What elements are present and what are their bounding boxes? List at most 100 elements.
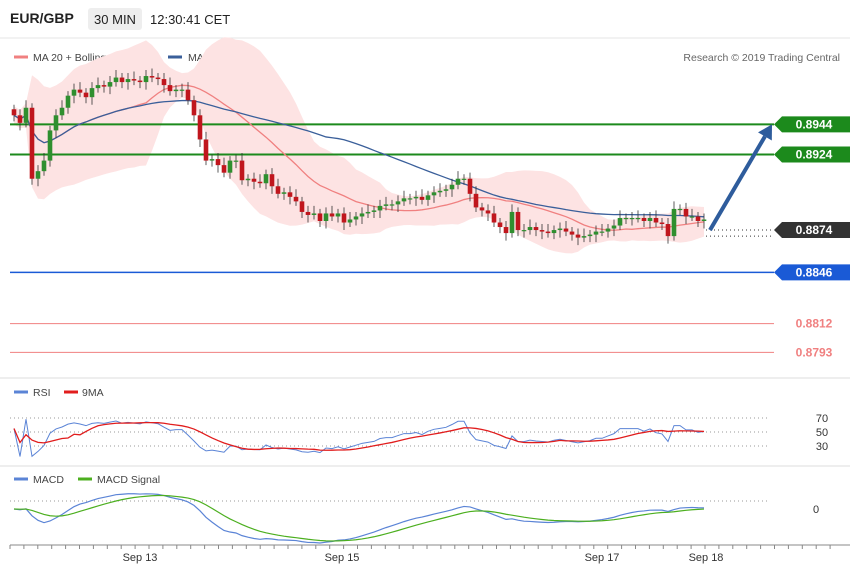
candle	[539, 224, 545, 240]
candle	[353, 211, 359, 226]
x-axis: Sep 13 Sep 15 Sep 17 Sep 18	[9, 545, 831, 564]
candle	[461, 174, 467, 185]
rsi-ma-legend-label: 9MA	[82, 387, 104, 399]
candle	[125, 73, 131, 90]
candle	[605, 224, 611, 238]
candle	[305, 205, 311, 223]
candle	[89, 82, 95, 105]
rsi-panel: 30 50 70	[10, 413, 828, 458]
rsi-ma-line	[13, 421, 705, 451]
candle	[665, 217, 671, 244]
moving-averages	[13, 84, 705, 231]
candle	[161, 73, 167, 93]
rsi-tick-label: 50	[816, 427, 828, 439]
candle	[389, 199, 395, 211]
candle	[641, 213, 647, 228]
candle	[311, 205, 317, 220]
candle	[659, 217, 665, 231]
candle	[371, 205, 377, 218]
candle	[185, 82, 191, 105]
credit-text: Research © 2019 Trading Central	[683, 52, 840, 64]
candle	[545, 224, 551, 238]
candle	[563, 221, 569, 237]
x-tick-label: Sep 17	[585, 552, 620, 564]
candle	[365, 204, 371, 218]
level-label-0.8812: 0.8812	[796, 317, 833, 331]
candle	[71, 83, 77, 104]
candle	[377, 199, 383, 218]
candle	[203, 131, 209, 166]
candle	[239, 153, 245, 185]
candle	[611, 219, 617, 237]
candle	[17, 109, 23, 131]
rsi-legend: RSI 9MA	[14, 387, 104, 399]
candle	[419, 189, 425, 205]
candle	[53, 109, 59, 138]
candle	[101, 80, 107, 93]
candle	[155, 73, 161, 86]
timeframe-label: 30 MIN	[94, 12, 136, 27]
candle	[323, 207, 329, 229]
candle	[479, 202, 485, 217]
candle	[251, 172, 257, 190]
candle	[533, 222, 539, 237]
candle	[587, 230, 593, 243]
rsi-tick-label: 70	[816, 413, 828, 425]
candle	[191, 95, 197, 122]
candle	[485, 204, 491, 221]
candle	[677, 204, 683, 215]
candle	[617, 210, 623, 231]
candle	[287, 186, 293, 205]
candle	[359, 207, 365, 225]
level-label-0.8944: 0.8944	[796, 117, 833, 131]
timestamp-label: 12:30:41 CET	[150, 12, 230, 27]
candle	[293, 189, 299, 206]
candle	[653, 210, 659, 228]
x-tick-label: Sep 18	[689, 552, 724, 564]
candle	[119, 73, 125, 89]
candle	[623, 213, 629, 225]
level-labels: 0.8944 0.8924 0.8874 0.8846 0.8812 0.8793	[774, 116, 850, 359]
candle	[41, 153, 47, 176]
projection-arrow-shaft	[708, 135, 767, 232]
candle	[83, 88, 89, 104]
candle	[257, 174, 263, 188]
candle	[629, 211, 635, 226]
candle	[137, 76, 143, 89]
level-tag-0.8846	[774, 264, 850, 281]
macd-panel: 0	[10, 493, 819, 544]
candle	[425, 190, 431, 206]
x-tick-label: Sep 13	[123, 552, 158, 564]
macd-signal-line	[13, 494, 705, 542]
candle	[173, 85, 179, 98]
candle	[269, 168, 275, 194]
candle	[671, 201, 677, 241]
ma50-line	[13, 99, 705, 218]
candle	[431, 186, 437, 203]
rsi-legend-label: RSI	[33, 387, 51, 399]
level-tag-0.8874	[774, 222, 850, 239]
candle	[515, 207, 521, 237]
rsi-line	[13, 419, 705, 458]
candle	[167, 77, 173, 96]
candle	[209, 154, 215, 167]
candle	[11, 104, 17, 122]
candle	[29, 103, 35, 185]
candle	[347, 211, 353, 228]
candle	[635, 210, 641, 223]
candle	[233, 154, 239, 169]
candle	[701, 213, 707, 229]
candle	[179, 83, 185, 98]
candle	[497, 217, 503, 234]
candle	[215, 153, 221, 173]
candle	[455, 171, 461, 190]
candle	[341, 207, 347, 231]
candle	[263, 169, 269, 190]
candle	[407, 193, 413, 205]
level-tag-0.8924	[774, 146, 850, 163]
level-label-0.8924: 0.8924	[796, 148, 833, 162]
candle	[383, 196, 389, 211]
candle	[335, 208, 341, 223]
candle	[329, 205, 335, 221]
candle	[503, 221, 509, 241]
